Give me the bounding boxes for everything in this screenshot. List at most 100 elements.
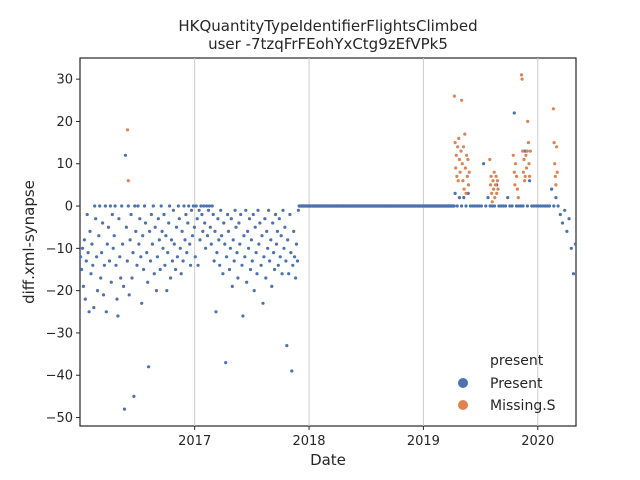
plot-area xyxy=(79,57,577,427)
point-missing xyxy=(528,149,532,153)
point-present xyxy=(199,204,203,208)
point-present xyxy=(99,276,103,280)
point-present xyxy=(221,272,225,276)
point-present xyxy=(567,217,571,221)
point-present xyxy=(235,251,239,255)
point-present xyxy=(244,208,248,212)
point-present xyxy=(497,204,501,208)
point-present xyxy=(181,259,185,263)
point-present xyxy=(569,246,573,250)
point-present xyxy=(177,217,181,221)
point-present xyxy=(444,204,448,208)
point-present xyxy=(571,272,576,276)
point-present xyxy=(161,246,165,250)
point-present xyxy=(175,255,179,259)
point-present xyxy=(186,221,190,225)
point-present xyxy=(115,297,119,301)
point-missing xyxy=(522,157,526,162)
point-present xyxy=(236,276,240,280)
point-present xyxy=(451,204,455,208)
point-present xyxy=(193,255,197,259)
point-present xyxy=(230,284,234,288)
point-present xyxy=(111,246,115,250)
point-present xyxy=(337,204,341,208)
point-present xyxy=(140,301,144,305)
point-present xyxy=(168,204,172,208)
point-present xyxy=(142,204,147,208)
point-present xyxy=(213,229,217,233)
point-present xyxy=(259,263,263,267)
legend-label-present: Present xyxy=(490,376,543,392)
point-present xyxy=(269,238,273,242)
point-present xyxy=(267,208,271,212)
point-present xyxy=(251,212,255,217)
point-present xyxy=(116,314,120,318)
point-missing xyxy=(524,153,528,157)
point-present xyxy=(166,251,170,255)
point-present xyxy=(482,162,486,166)
point-present xyxy=(294,276,298,280)
y-tick-label: 30 xyxy=(56,73,73,88)
legend: present Present Missing.S xyxy=(458,353,556,414)
point-present xyxy=(409,204,413,208)
point-present xyxy=(203,221,207,225)
point-missing xyxy=(489,174,493,178)
point-present xyxy=(255,272,259,276)
point-present xyxy=(499,204,503,208)
point-missing xyxy=(521,149,525,153)
point-present xyxy=(225,255,229,259)
point-present xyxy=(126,204,130,208)
point-present xyxy=(282,246,286,250)
point-present xyxy=(293,255,297,259)
point-present xyxy=(260,234,264,238)
point-present xyxy=(440,204,444,208)
point-present xyxy=(245,280,249,284)
point-present xyxy=(211,212,215,217)
point-present xyxy=(124,225,128,229)
point-present xyxy=(242,234,246,238)
point-present xyxy=(109,280,113,284)
point-missing xyxy=(513,183,517,187)
point-present xyxy=(97,234,101,238)
point-present xyxy=(277,217,281,221)
point-present xyxy=(346,204,350,208)
point-present xyxy=(427,204,431,208)
point-missing xyxy=(515,187,520,191)
point-present xyxy=(490,204,494,208)
point-present xyxy=(120,204,124,208)
point-missing xyxy=(519,73,524,77)
point-missing xyxy=(553,162,557,166)
point-present xyxy=(114,263,118,267)
point-present xyxy=(169,276,173,280)
point-present xyxy=(479,204,483,208)
point-present xyxy=(118,255,122,259)
point-present xyxy=(82,238,86,242)
point-present xyxy=(343,204,347,208)
point-present xyxy=(279,234,283,238)
y-axis-ticks: 30 20 10 0 −10 −20 −30 −40 −50 xyxy=(46,73,80,426)
point-present xyxy=(539,204,543,208)
point-present xyxy=(280,272,284,276)
point-missing xyxy=(460,162,464,166)
point-present xyxy=(243,255,247,259)
x-axis-ticks: 2017 2018 2019 2020 xyxy=(178,426,554,449)
point-present xyxy=(321,204,326,208)
point-present xyxy=(484,204,488,208)
point-present xyxy=(335,204,339,208)
point-present xyxy=(455,204,459,208)
point-present xyxy=(278,255,282,259)
point-present xyxy=(416,204,420,208)
point-present xyxy=(296,208,300,212)
point-present xyxy=(204,246,208,250)
point-present xyxy=(446,204,451,208)
point-present xyxy=(157,238,161,242)
point-present xyxy=(84,259,88,263)
point-present xyxy=(130,276,134,280)
point-missing xyxy=(526,119,530,123)
point-present xyxy=(190,234,195,238)
point-present xyxy=(392,204,396,208)
point-present xyxy=(227,267,232,272)
point-present xyxy=(418,204,422,208)
point-present xyxy=(315,204,319,208)
point-present xyxy=(254,251,258,255)
